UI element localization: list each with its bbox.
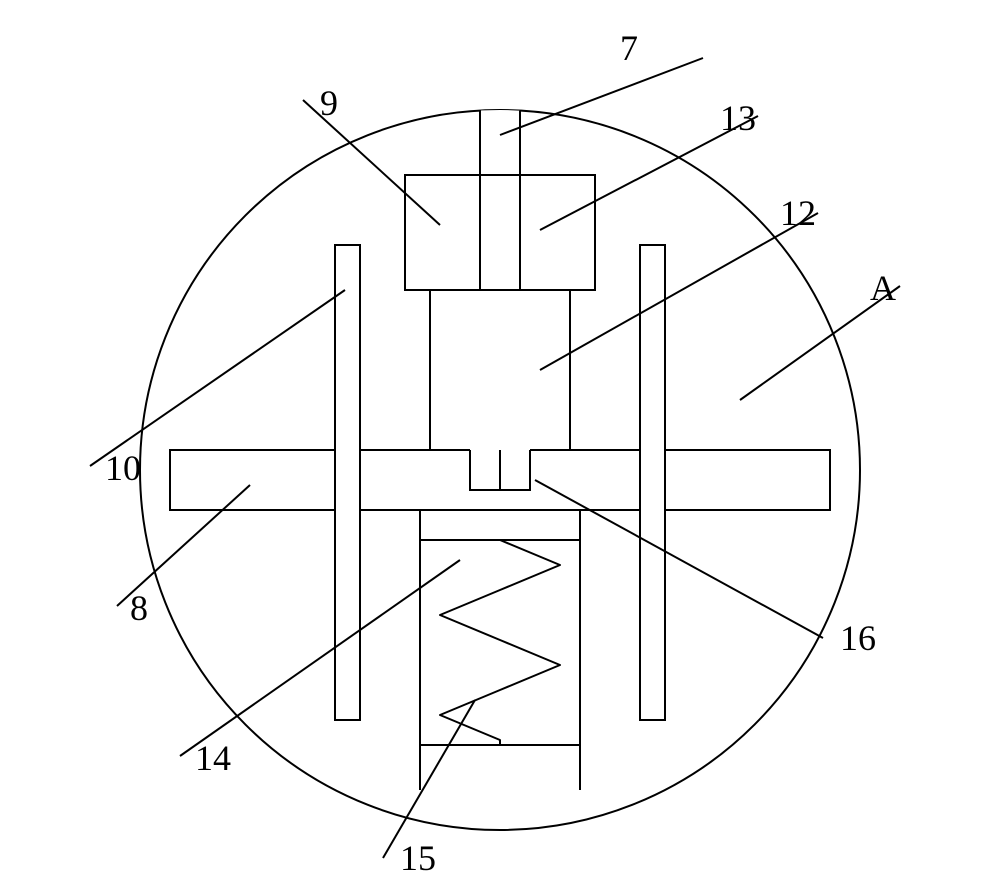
label-A: A <box>870 268 896 308</box>
plunger-body <box>430 290 570 450</box>
leader-7 <box>500 58 703 135</box>
head-box <box>405 175 595 290</box>
leader-10 <box>90 290 345 466</box>
mechanism-group <box>170 100 830 790</box>
leader-15 <box>383 700 475 858</box>
label-16: 16 <box>840 618 876 658</box>
label-9: 9 <box>320 83 338 123</box>
label-12: 12 <box>780 193 816 233</box>
rail-right <box>640 245 665 720</box>
rail-left <box>335 245 360 720</box>
label-15: 15 <box>400 838 436 878</box>
leader-14 <box>180 560 460 756</box>
label-14: 14 <box>195 738 231 778</box>
label-7: 7 <box>620 28 638 68</box>
label-13: 13 <box>720 98 756 138</box>
spring <box>440 540 560 745</box>
label-10: 10 <box>105 448 141 488</box>
label-8: 8 <box>130 588 148 628</box>
top-stem <box>480 100 520 175</box>
